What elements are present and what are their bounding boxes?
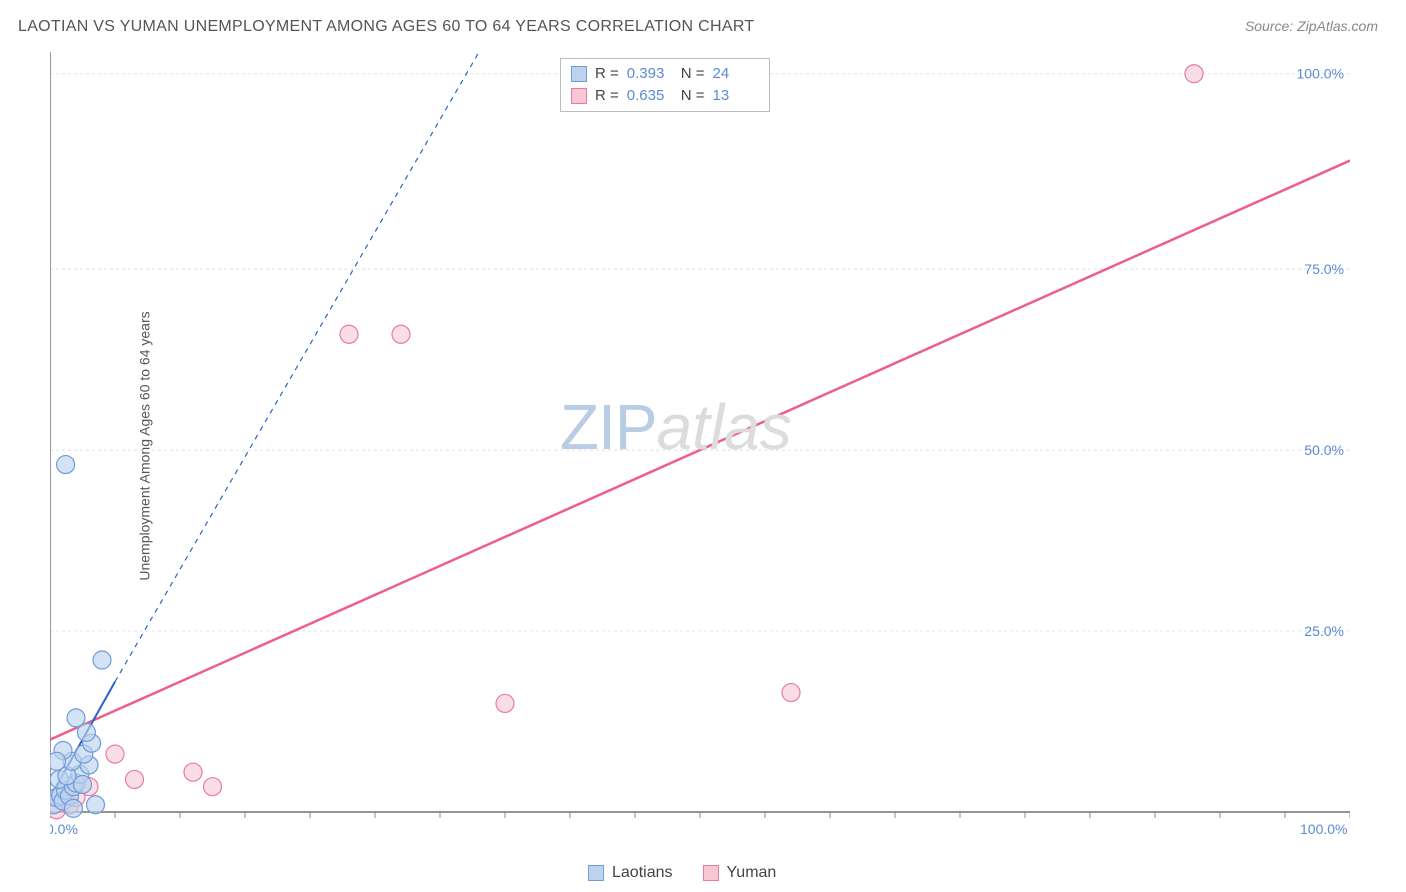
legend-n-label: N = [681,85,705,107]
svg-text:75.0%: 75.0% [1304,261,1344,277]
legend-label: Yuman [727,864,777,882]
legend-r-label: R = [595,63,619,85]
legend-n-label: N = [681,63,705,85]
svg-text:50.0%: 50.0% [1304,442,1344,458]
legend-swatch-yuman [703,865,719,881]
legend-r-label: R = [595,85,619,107]
legend-swatch-laotians [588,865,604,881]
legend-item-laotians: Laotians [588,864,673,882]
scatter-chart: 0.0% 100.0% 25.0% 50.0% 75.0% 100.0% [50,52,1350,842]
svg-text:100.0%: 100.0% [1297,66,1344,82]
source-label: Source: ZipAtlas.com [1245,18,1378,34]
svg-text:0.0%: 0.0% [50,821,78,837]
legend-r-value: 0.393 [627,63,673,85]
chart-title: LAOTIAN VS YUMAN UNEMPLOYMENT AMONG AGES… [18,18,754,36]
legend-item-yuman: Yuman [703,864,777,882]
series-legend: Laotians Yuman [588,864,776,882]
plot-area: 0.0% 100.0% 25.0% 50.0% 75.0% 100.0% [50,52,1350,842]
correlation-legend-row: R = 0.635 N = 13 [571,85,759,107]
svg-text:25.0%: 25.0% [1304,623,1344,639]
legend-swatch-yuman [571,88,587,104]
correlation-legend-row: R = 0.393 N = 24 [571,63,759,85]
legend-swatch-laotians [571,66,587,82]
header-row: LAOTIAN VS YUMAN UNEMPLOYMENT AMONG AGES… [18,18,1378,36]
svg-text:100.0%: 100.0% [1300,821,1347,837]
legend-r-value: 0.635 [627,85,673,107]
correlation-legend: R = 0.393 N = 24 R = 0.635 N = 13 [560,58,770,112]
legend-label: Laotians [612,864,673,882]
legend-n-value: 13 [713,85,759,107]
legend-n-value: 24 [713,63,759,85]
